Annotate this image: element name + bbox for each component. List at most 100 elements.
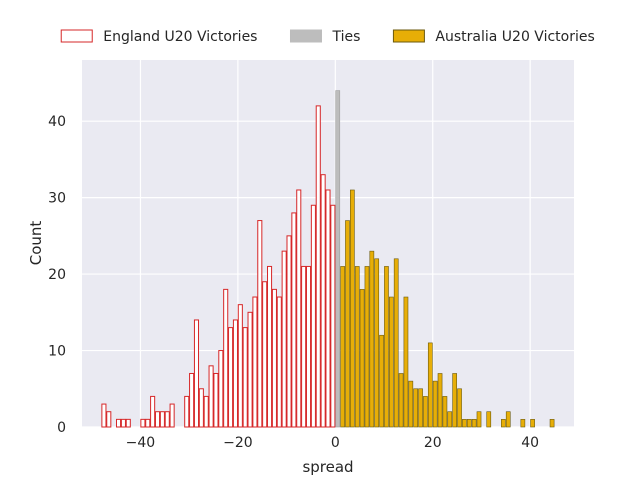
y-tick-label: 10 xyxy=(48,344,66,360)
histogram-bar xyxy=(359,289,365,428)
histogram-bar xyxy=(388,296,394,428)
histogram-bar xyxy=(437,373,443,428)
histogram-bar xyxy=(208,365,214,428)
histogram-bar xyxy=(267,265,273,428)
histogram-bar xyxy=(427,342,433,428)
histogram-bar xyxy=(101,403,107,428)
histogram-bar xyxy=(305,265,312,428)
y-axis-ticks: 0 10 20 30 40 xyxy=(48,114,66,436)
histogram-bar xyxy=(320,174,326,428)
histogram-bar xyxy=(413,388,419,428)
y-axis-label: Count xyxy=(27,221,45,266)
histogram-bars xyxy=(101,90,555,428)
histogram-bar xyxy=(432,380,438,428)
histogram-bar xyxy=(198,388,204,428)
histogram-bar xyxy=(471,419,477,428)
histogram-bar xyxy=(120,418,126,428)
legend-item: Australia U20 Victories xyxy=(392,29,595,45)
histogram-bar xyxy=(350,189,355,428)
histogram-bar xyxy=(154,411,161,428)
histogram-bar xyxy=(354,266,360,428)
legend-item: Ties xyxy=(289,29,360,45)
histogram-bar xyxy=(159,411,165,428)
histogram-bar xyxy=(281,250,287,428)
histogram-bar xyxy=(330,204,336,428)
histogram-bar xyxy=(232,319,238,428)
histogram-bar xyxy=(340,266,345,428)
legend-swatch xyxy=(60,29,93,43)
legend-swatch xyxy=(289,29,322,43)
x-tick-label: 20 xyxy=(424,435,442,451)
histogram-bar xyxy=(291,212,297,428)
histogram-bar xyxy=(286,235,292,428)
legend-label: Ties xyxy=(331,29,360,45)
histogram-bar xyxy=(257,220,263,428)
histogram-bar xyxy=(296,189,302,428)
histogram-bar xyxy=(315,105,321,428)
y-tick-label: 0 xyxy=(57,420,66,436)
histogram-bar xyxy=(384,266,389,428)
histogram-bar xyxy=(145,418,151,428)
y-tick-label: 40 xyxy=(48,114,66,130)
histogram-bar xyxy=(345,220,350,428)
series-0-bars xyxy=(101,105,336,428)
histogram-bar xyxy=(271,288,277,428)
histogram-bar xyxy=(408,380,414,428)
histogram-bar xyxy=(452,373,457,428)
histogram-bar xyxy=(462,419,467,428)
histogram-bar xyxy=(549,419,555,428)
histogram-bar xyxy=(164,411,170,428)
histogram-bar xyxy=(501,419,506,428)
histogram-bar xyxy=(310,204,316,428)
histogram-bar xyxy=(252,296,258,428)
histogram-bar xyxy=(213,372,219,428)
histogram-bar xyxy=(466,419,472,428)
legend-swatch xyxy=(392,29,425,43)
histogram-bar xyxy=(237,304,243,428)
x-tick-label: −40 xyxy=(126,435,156,451)
histogram-bar xyxy=(106,411,112,428)
histogram-bar xyxy=(115,418,122,428)
x-axis-label: spread xyxy=(302,458,353,476)
histogram-bar xyxy=(223,288,229,428)
legend-label: England U20 Victories xyxy=(103,29,257,45)
series-1-bars xyxy=(335,90,341,428)
histogram-bar xyxy=(125,418,131,428)
x-tick-label: −20 xyxy=(223,435,253,451)
histogram-bar xyxy=(476,411,482,428)
histogram-bar xyxy=(335,90,341,428)
histogram-bar xyxy=(218,350,224,428)
histogram-bar xyxy=(242,327,248,428)
histogram-bar xyxy=(379,334,384,428)
histogram-bar xyxy=(393,258,399,428)
histogram-bar xyxy=(369,250,375,428)
histogram-bar xyxy=(520,419,526,428)
x-tick-label: 40 xyxy=(521,435,539,451)
histogram-bar xyxy=(325,189,331,428)
histogram-bar xyxy=(447,411,453,428)
histogram-bar xyxy=(301,265,307,428)
histogram-bar xyxy=(276,296,282,428)
histogram-bar xyxy=(169,403,175,428)
histogram-bar xyxy=(150,395,156,428)
y-tick-label: 30 xyxy=(48,191,66,207)
histogram-bar xyxy=(203,395,209,428)
histogram-bar xyxy=(398,373,404,428)
histogram-bar xyxy=(374,258,380,428)
histogram-bar xyxy=(418,388,423,428)
legend: England U20 Victories Ties Australia U20 V… xyxy=(60,29,595,45)
histogram-bar xyxy=(189,372,195,428)
histogram-bar xyxy=(403,296,409,428)
x-axis-ticks: −40 −20 0 20 40 xyxy=(126,435,539,451)
histogram-bar xyxy=(228,327,234,428)
histogram-bar xyxy=(262,281,268,428)
x-tick-label: 0 xyxy=(331,435,340,451)
histogram-bar xyxy=(530,419,535,428)
histogram-bar xyxy=(184,395,190,428)
histogram-bar xyxy=(505,411,511,428)
legend-item: England U20 Victories xyxy=(60,29,257,45)
histogram-bar xyxy=(364,266,370,428)
series-2-bars xyxy=(340,189,555,428)
histogram-bar xyxy=(193,319,200,428)
